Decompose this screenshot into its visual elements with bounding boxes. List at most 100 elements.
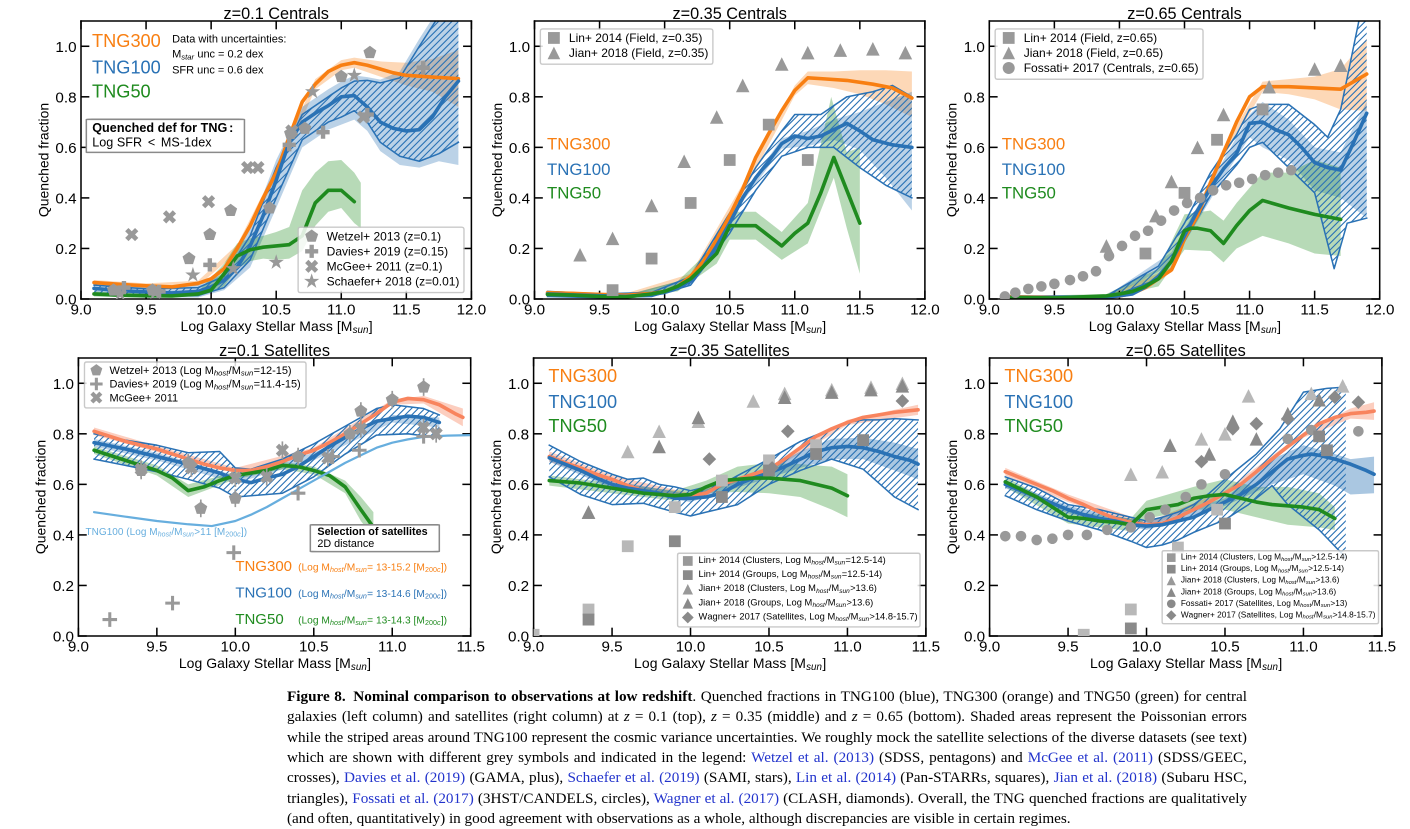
- svg-text:z=0.65 Centrals: z=0.65 Centrals: [1127, 5, 1242, 23]
- svg-text:1.0: 1.0: [55, 39, 76, 56]
- svg-text:0.8: 0.8: [964, 89, 985, 106]
- svg-text:0.0: 0.0: [55, 292, 76, 309]
- svg-text:TNG300: TNG300: [548, 366, 617, 386]
- svg-text:0.6: 0.6: [964, 477, 985, 494]
- svg-text:11.0: 11.0: [833, 638, 861, 655]
- svg-text:0.0: 0.0: [53, 629, 74, 646]
- svg-text:9.5: 9.5: [136, 301, 157, 318]
- svg-text:11.5: 11.5: [392, 301, 420, 318]
- svg-text:TNG300: TNG300: [1004, 366, 1073, 386]
- svg-text:9.5: 9.5: [1057, 638, 1078, 655]
- svg-text:L o g: L o g G a l a x y S t e l l a r M a s s: [1090, 648, 1288, 675]
- svg-text:z=0.1 Centrals: z=0.1 Centrals: [223, 5, 328, 23]
- svg-text:Lin+ 2014 (Field, z=0.35): Lin+ 2014 (Field, z=0.35): [569, 31, 702, 45]
- svg-text:Lin+ 2014 (Field, z=0.65): Lin+ 2014 (Field, z=0.65): [1024, 31, 1157, 45]
- svg-text:0.6: 0.6: [508, 477, 529, 494]
- svg-text:1.0: 1.0: [509, 39, 530, 56]
- svg-text:TNG100: TNG100: [1004, 392, 1073, 412]
- svg-text:0.6: 0.6: [53, 477, 74, 494]
- svg-text:0.8: 0.8: [508, 426, 529, 443]
- svg-text:0.8: 0.8: [509, 89, 530, 106]
- svg-text:Quenched fraction: Quenched fraction: [488, 440, 504, 554]
- svg-text:0.0: 0.0: [964, 292, 985, 309]
- svg-text:L i n +: L i n + 2 0 1 4 ( C l u s t e r s , L o: [1181, 540, 1354, 566]
- svg-text:9.0: 9.0: [524, 301, 545, 318]
- svg-text:10.0: 10.0: [1105, 301, 1135, 318]
- svg-text:11.0: 11.0: [327, 301, 355, 318]
- svg-text:Davies+ 2019 (z=0.15): Davies+ 2019 (z=0.15): [327, 245, 448, 259]
- svg-text:0.2: 0.2: [964, 241, 985, 258]
- svg-text:Quenched fraction: Quenched fraction: [944, 103, 960, 217]
- svg-text:10.5: 10.5: [261, 301, 291, 318]
- svg-text:TNG50: TNG50: [92, 82, 151, 102]
- svg-text:12.0: 12.0: [1365, 301, 1395, 318]
- svg-text:Quenched fraction: Quenched fraction: [35, 103, 51, 217]
- svg-text:0.0: 0.0: [508, 629, 529, 646]
- svg-text:0.8: 0.8: [964, 426, 985, 443]
- svg-text:Selection of satellites: Selection of satellites: [317, 526, 427, 538]
- svg-text:Quenched fraction: Quenched fraction: [489, 103, 505, 217]
- svg-text:10.5: 10.5: [299, 638, 329, 655]
- svg-text:F o s s: F o s s a t i + 2 0 1 7 ( S a t e l l i …: [1181, 586, 1354, 612]
- svg-text:0.2: 0.2: [53, 578, 74, 595]
- svg-text:z=0.35 Satellites: z=0.35 Satellites: [670, 342, 790, 360]
- svg-text:TNG100: TNG100: [547, 160, 610, 179]
- svg-text:10.5: 10.5: [754, 638, 784, 655]
- svg-text:11.0: 11.0: [781, 301, 809, 318]
- svg-text:L i n +: L i n + 2 0 1 4 ( G r o u p s , L o g: [698, 557, 888, 584]
- svg-text:L o g: L o g G a l a x y S t e l l a r M a s s: [181, 311, 379, 338]
- svg-text:Schaefer+ 2018 (z=0.01): Schaefer+ 2018 (z=0.01): [327, 275, 460, 289]
- svg-text:z=0.65 Satellites: z=0.65 Satellites: [1126, 342, 1246, 360]
- svg-text:Quenched fraction: Quenched fraction: [944, 440, 960, 554]
- svg-text:L o g: L o g G a l a x y S t e l l a r M a s s: [179, 648, 377, 675]
- svg-text:L o g: L o g G a l a x y S t e l l a r M a s s: [634, 648, 832, 675]
- svg-text:L o g: L o g G a l a x y S t e l l a r M a s s: [1089, 311, 1287, 338]
- svg-text:10.0: 10.0: [221, 638, 251, 655]
- svg-text:12.0: 12.0: [910, 301, 940, 318]
- svg-text:TNG100: TNG100: [235, 585, 292, 602]
- svg-text:0.4: 0.4: [53, 527, 74, 544]
- svg-text:10.0: 10.0: [1132, 638, 1162, 655]
- svg-text:11.0: 11.0: [1289, 638, 1317, 655]
- svg-text:TNG300: TNG300: [1002, 134, 1065, 153]
- svg-text:TNG50: TNG50: [1004, 416, 1063, 436]
- svg-text:SFR unc = 0.6 dex: SFR unc = 0.6 dex: [172, 65, 264, 77]
- svg-text:0.2: 0.2: [508, 578, 529, 595]
- svg-text:TNG50: TNG50: [1002, 183, 1056, 202]
- svg-text:11.5: 11.5: [846, 301, 874, 318]
- svg-text:M u n: M u n c = 0 . 2 d e x s t a r: [172, 38, 270, 65]
- svg-text:9.0: 9.0: [523, 638, 544, 655]
- svg-text:Quenched fraction: Quenched fraction: [33, 440, 49, 554]
- svg-text:1.0: 1.0: [53, 376, 74, 393]
- svg-text:9.5: 9.5: [589, 301, 610, 318]
- svg-text:TNG100: TNG100: [548, 392, 617, 412]
- svg-text:TNG50: TNG50: [547, 183, 601, 202]
- svg-text:McGee+ 2011 (z=0.1): McGee+ 2011 (z=0.1): [327, 260, 443, 274]
- svg-text:11.0: 11.0: [1235, 301, 1263, 318]
- svg-text:11.5: 11.5: [912, 638, 940, 655]
- svg-text:0.2: 0.2: [55, 241, 76, 258]
- svg-text:L i n +: L i n + 2 0 1 4 ( G r o u p s , L o g: [1181, 551, 1350, 577]
- svg-text:0.6: 0.6: [964, 140, 985, 157]
- svg-text:0.0: 0.0: [964, 629, 985, 646]
- svg-text:0.4: 0.4: [509, 190, 530, 207]
- svg-text:J i a n: J i a n + 2 0 1 8 ( C l u s t e r s , L: [698, 571, 883, 598]
- svg-text:10.0: 10.0: [650, 301, 680, 318]
- svg-text:9.0: 9.0: [70, 301, 91, 318]
- svg-text:11.0: 11.0: [378, 638, 406, 655]
- svg-text:10.0: 10.0: [196, 301, 226, 318]
- svg-text:( L o g: ( L o g M / M = 1 3 - 1 4 . 3 [ M ] ) h …: [298, 603, 453, 630]
- svg-text:0.2: 0.2: [964, 578, 985, 595]
- svg-text:0.4: 0.4: [55, 190, 76, 207]
- svg-text:TNG50: TNG50: [235, 611, 283, 628]
- svg-text:11.5: 11.5: [1300, 301, 1328, 318]
- svg-text:0.8: 0.8: [53, 426, 74, 443]
- svg-text:0.4: 0.4: [964, 190, 985, 207]
- svg-text:9.5: 9.5: [1044, 301, 1065, 318]
- svg-text:1.0: 1.0: [508, 376, 529, 393]
- svg-text:z=0.35 Centrals: z=0.35 Centrals: [672, 5, 787, 23]
- svg-text:W a g n: W a g n e r + 2 0 1 7 ( S a t e l l i t …: [698, 599, 923, 626]
- svg-text:L o g: L o g G a l a x y S t e l l a r M a s s: [634, 311, 832, 338]
- svg-text:T N G 1: T N G 1 0 0 ( L o g M / M > 1 1 [ M ] ) …: [85, 515, 253, 542]
- svg-text:Q u e n: Q u e n c h e d d e f f o r T N G :: [92, 112, 233, 137]
